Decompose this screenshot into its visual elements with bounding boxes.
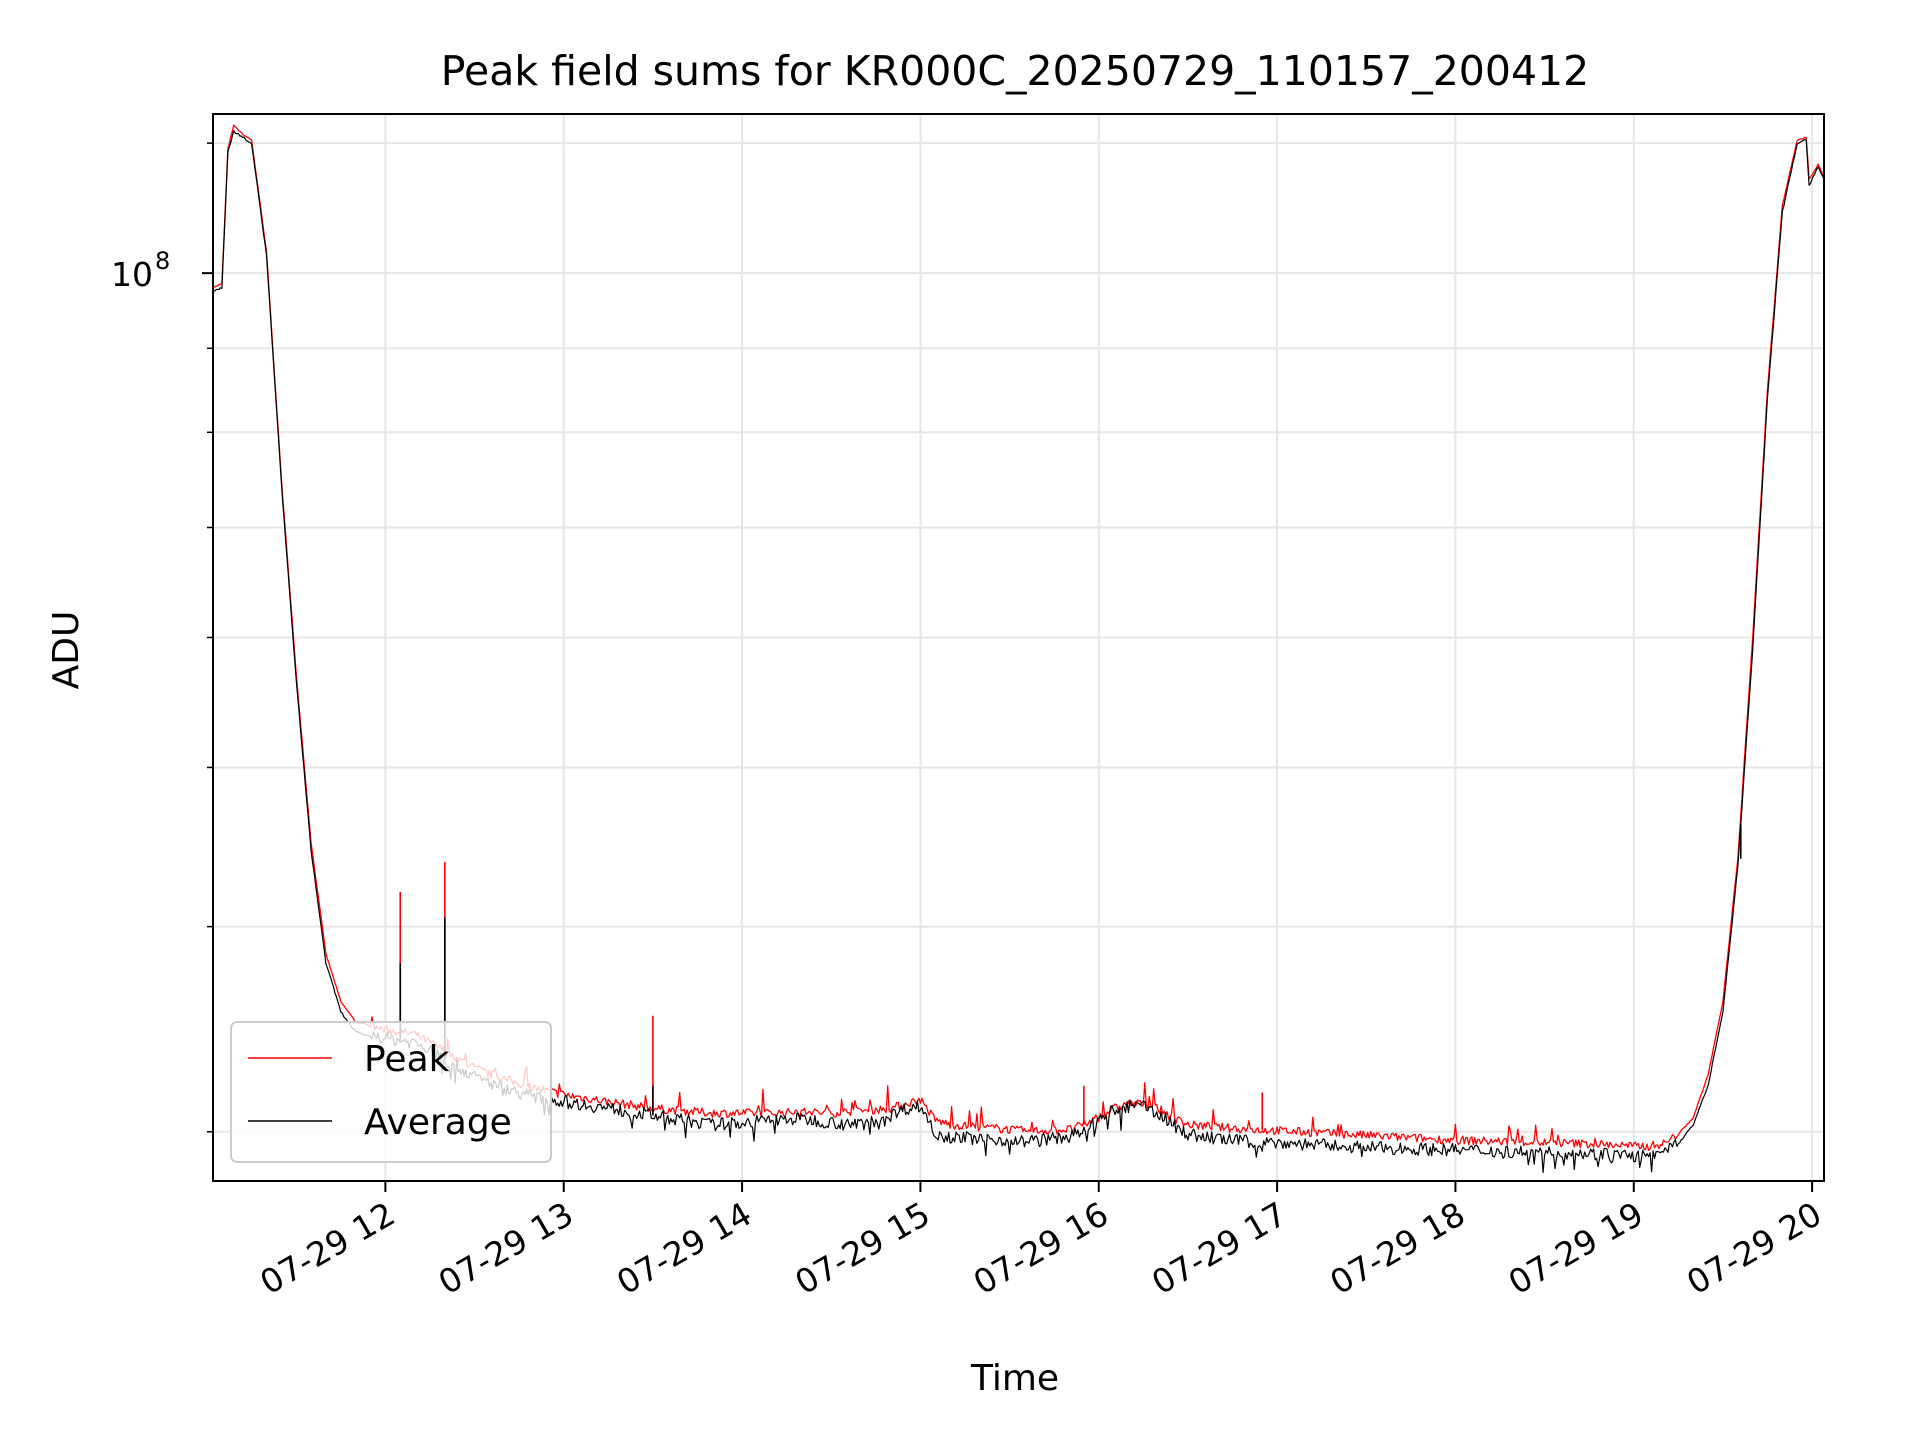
y-tick-label: 10 8 — [111, 247, 170, 294]
y-tick-label-exponent: 8 — [155, 247, 170, 275]
x-axis-label: Time — [970, 1358, 1059, 1399]
chart-title: Peak field sums for KR000C_20250729_1101… — [441, 47, 1589, 95]
legend-average-label: Average — [364, 1102, 512, 1143]
plot-frame — [212, 113, 1825, 1182]
y-axis: 10 8 — [111, 142, 213, 1133]
grid-layer — [213, 114, 1824, 1181]
legend: Peak Average — [230, 1021, 552, 1163]
legend-peak-label: Peak — [364, 1039, 450, 1080]
y-tick-label-base: 10 — [111, 255, 153, 294]
legend-box — [230, 1021, 552, 1163]
y-axis-label: ADU — [46, 611, 87, 690]
